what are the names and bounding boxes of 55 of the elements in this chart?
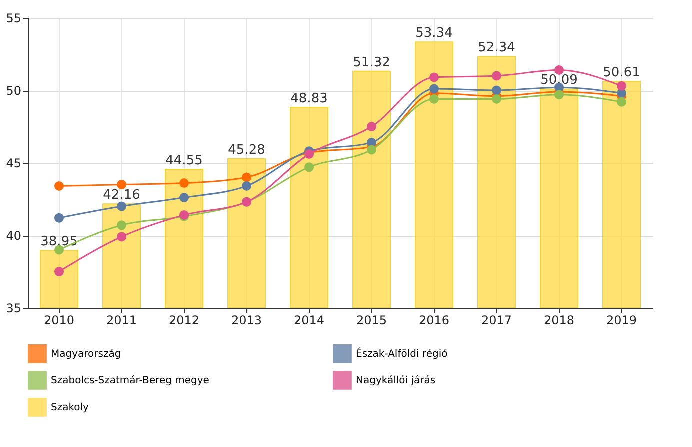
- point: [492, 71, 502, 81]
- point: [554, 65, 564, 75]
- point: [54, 245, 64, 255]
- point: [492, 86, 502, 96]
- x-tick-label: 2014: [294, 314, 325, 328]
- data-label: 51.32: [353, 55, 390, 70]
- point: [430, 94, 439, 104]
- point: [367, 122, 376, 132]
- legend-label: Szabolcs-Szatmár-Bereg megye: [51, 376, 210, 386]
- point: [492, 94, 502, 104]
- x-tick-label: 2010: [44, 314, 75, 328]
- x-tick-label: 2012: [168, 314, 200, 328]
- data-label: 45.28: [228, 142, 266, 158]
- data-label: 50.61: [603, 66, 640, 81]
- point: [54, 181, 64, 191]
- y-tick-label: 35: [6, 302, 22, 316]
- point: [117, 220, 126, 230]
- data-label: 48.83: [290, 91, 328, 106]
- y-tick-label: 55: [6, 12, 22, 26]
- point: [117, 232, 126, 242]
- point: [367, 145, 376, 155]
- y-tick-label: 40: [6, 229, 22, 243]
- point: [554, 90, 564, 100]
- point: [117, 180, 126, 190]
- point: [242, 181, 252, 191]
- point: [54, 213, 64, 223]
- x-tick-label: 2015: [356, 314, 388, 328]
- x-tick-label: 2016: [418, 314, 450, 328]
- point: [430, 84, 439, 94]
- legend-label: Szakoly: [51, 402, 90, 414]
- point: [54, 267, 64, 276]
- data-label: 53.34: [416, 26, 453, 42]
- point: [617, 97, 626, 107]
- point: [430, 72, 439, 82]
- point: [180, 178, 189, 188]
- legend-label: Magyarország: [51, 348, 122, 360]
- point: [180, 193, 189, 203]
- data-label: 42.16: [103, 188, 140, 204]
- legend-label: Észak-Alföldi régió: [356, 346, 448, 360]
- point: [617, 81, 626, 91]
- x-tick-label: 2011: [106, 314, 138, 328]
- data-label: 52.34: [478, 40, 516, 56]
- y-tick-label: 50: [6, 84, 22, 98]
- point: [117, 202, 126, 212]
- point: [304, 162, 314, 172]
- x-tick-label: 2017: [481, 314, 512, 328]
- data-label: 38.95: [40, 234, 78, 250]
- y-tick-label: 45: [6, 156, 22, 170]
- data-label: 44.55: [166, 154, 203, 169]
- point: [242, 172, 252, 182]
- data-label: 50.09: [540, 73, 578, 88]
- x-tick-label: 2019: [606, 314, 638, 328]
- x-tick-label: 2013: [231, 314, 262, 328]
- legend-label: Nagykállói járás: [356, 376, 436, 386]
- x-tick-label: 2018: [544, 314, 575, 328]
